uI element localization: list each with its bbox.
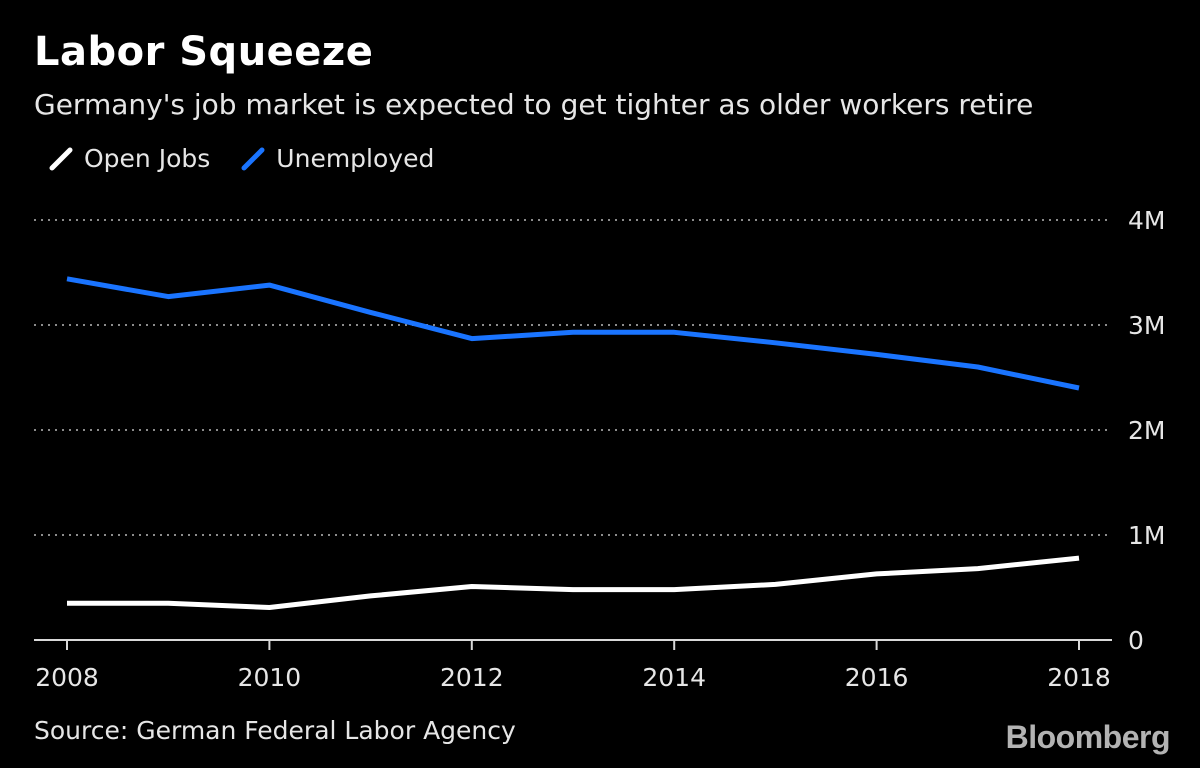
chart-subtitle: Germany's job market is expected to get … bbox=[34, 88, 1034, 121]
x-tick-label: 2016 bbox=[845, 663, 909, 692]
legend-swatch-open-jobs bbox=[49, 147, 73, 170]
chart-title: Labor Squeeze bbox=[34, 29, 374, 75]
x-tick-label: 2014 bbox=[642, 663, 706, 692]
series-line-unemployed bbox=[66, 276, 1080, 391]
chart-legend: Open Jobs Unemployed bbox=[48, 144, 434, 173]
y-tick-label: 3M bbox=[1128, 311, 1165, 340]
legend-item-open-jobs: Open Jobs bbox=[48, 144, 210, 173]
y-tick-label: 0 bbox=[1128, 626, 1144, 655]
source-note: Source: German Federal Labor Agency bbox=[34, 716, 516, 745]
y-tick-label: 1M bbox=[1128, 521, 1165, 550]
legend-item-unemployed: Unemployed bbox=[240, 144, 434, 173]
x-tick-label: 2008 bbox=[35, 663, 99, 692]
legend-label-unemployed: Unemployed bbox=[276, 144, 435, 173]
x-tick-label: 2018 bbox=[1047, 663, 1111, 692]
x-tick-label: 2010 bbox=[238, 663, 302, 692]
legend-swatch-unemployed bbox=[241, 147, 265, 170]
x-tick-label: 2012 bbox=[440, 663, 504, 692]
legend-label-open-jobs: Open Jobs bbox=[84, 144, 211, 173]
y-tick-label: 4M bbox=[1128, 206, 1165, 235]
series-line-open-jobs bbox=[67, 555, 1080, 610]
bloomberg-logo: Bloomberg bbox=[1005, 719, 1171, 755]
y-tick-label: 2M bbox=[1128, 416, 1165, 445]
